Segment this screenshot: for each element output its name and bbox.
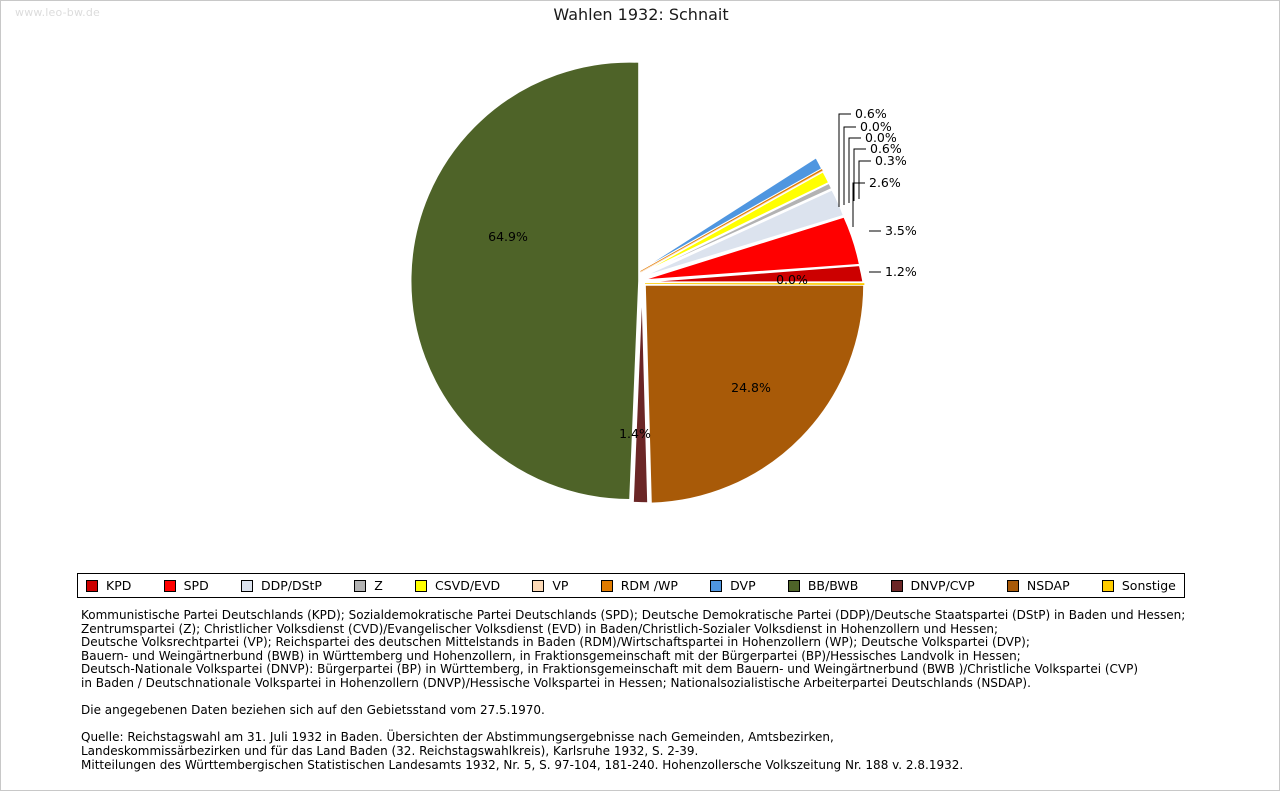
legend-swatch-csvd-evd <box>415 579 427 592</box>
footnote-line: Deutsch-Nationale Volkspartei (DNVP): Bü… <box>81 662 1139 677</box>
legend-label-sonstige: Sonstige <box>1121 578 1176 593</box>
slice-label-sonstige: 0.0% <box>776 272 808 287</box>
legend-item-vp[interactable]: VP <box>532 578 568 593</box>
callout-label-dvp: 0.6% <box>855 106 887 121</box>
page-title: Wahlen 1932: Schnait <box>553 5 729 24</box>
legend-label-spd: SPD <box>183 578 209 593</box>
chart-legend: KPD SPD DDP/DStP Z CSVD/EVD VP RDM /WP <box>77 573 1185 598</box>
callout-label-vp: 0.0% <box>865 130 897 145</box>
pie-slice-nsdap[interactable] <box>644 284 865 505</box>
legend-swatch-ddp-dstp <box>240 579 253 592</box>
callout-label-ddp-dstp: 2.6% <box>869 175 901 190</box>
slice-label-dnvp-cvp: 1.4% <box>619 426 651 441</box>
legend-label-csvd-evd: CSVD/EVD <box>435 578 501 593</box>
footnote-line: in Baden / Deutschnationale Volkspartei … <box>81 675 1031 690</box>
legend-label-kpd: KPD <box>106 578 132 593</box>
footnote-line: Bauern- und Weingärtnerbund (BWB) in Wür… <box>81 648 1021 663</box>
legend-label-nsdap: NSDAP <box>1026 578 1070 593</box>
pie-slice-dvp[interactable] <box>639 157 823 271</box>
legend-label-z: Z <box>374 578 383 593</box>
footnote-line: Kommunistische Partei Deutschlands (KPD)… <box>81 608 1186 622</box>
legend-item-sonstige[interactable]: Sonstige <box>1101 578 1176 593</box>
callout-label-csvd-evd: 0.6% <box>870 141 902 156</box>
callout-line-csvd-evd <box>853 148 866 201</box>
legend-item-z[interactable]: Z <box>354 578 383 593</box>
footnotes: Kommunistische Partei Deutschlands (KPD)… <box>81 608 1241 772</box>
legend-swatch-z <box>354 579 367 592</box>
legend-item-nsdap[interactable]: NSDAP <box>1006 578 1070 593</box>
legend-swatch-spd <box>163 579 176 592</box>
legend-label-rdm-wp: RDM /WP <box>620 578 678 593</box>
pie-slice-dnvp-cvp[interactable] <box>632 283 649 504</box>
footnote-source: Quelle: Reichstagswahl am 31. Juli 1932 … <box>81 731 1241 772</box>
callout-label-rdm-wp: 0.0% <box>860 119 892 134</box>
legend-item-kpd[interactable]: KPD <box>86 578 131 593</box>
slice-label-nsdap: 24.8% <box>731 380 771 395</box>
pie-chart-svg: 64.9% 24.8% 1.4% 0.0% 0.6% 0.0% 0.0% 0.6… <box>409 61 917 505</box>
legend-swatch-kpd <box>86 579 98 592</box>
legend-swatch-bb-bwb <box>787 579 800 592</box>
callout-line-dvp <box>838 113 851 207</box>
pie-slice-vp[interactable] <box>640 169 823 273</box>
pie-slice-ddp-dstp[interactable] <box>641 189 845 278</box>
legend-label-vp: VP <box>552 578 569 593</box>
pie-slice-kpd[interactable] <box>643 264 864 283</box>
legend-swatch-vp <box>532 579 545 592</box>
callout-line-z <box>858 160 871 199</box>
legend-item-spd[interactable]: SPD <box>163 578 209 593</box>
pie-slice-rdm-wp[interactable] <box>640 168 823 272</box>
footnote-parties: Kommunistische Partei Deutschlands (KPD)… <box>81 608 1241 691</box>
footnote-spacer <box>81 691 1241 705</box>
legend-item-dvp[interactable]: DVP <box>710 578 756 593</box>
footnote-line: Die angegebenen Daten beziehen sich auf … <box>81 703 545 718</box>
footnote-line: Landeskommissärbezirken und für das Land… <box>81 743 699 758</box>
legend-swatch-dvp <box>710 579 723 592</box>
footnote-territory: Die angegebenen Daten beziehen sich auf … <box>81 704 1241 718</box>
site-watermark: www.leo-bw.de <box>15 6 101 19</box>
pie-slice-spd[interactable] <box>642 216 861 281</box>
legend-item-bb-bwb[interactable]: BB/BWB <box>787 578 859 593</box>
legend-label-dvp: DVP <box>730 578 756 593</box>
callout-line-rdm-wp <box>843 126 856 205</box>
slice-label-bb-bwb: 64.9% <box>488 229 528 244</box>
callout-label-spd: 3.5% <box>885 223 917 238</box>
legend-item-csvd-evd[interactable]: CSVD/EVD <box>415 578 500 593</box>
legend-label-bb-bwb: BB/BWB <box>807 578 859 593</box>
footnote-line: Quelle: Reichstagswahl am 31. Juli 1932 … <box>81 730 834 745</box>
legend-item-dnvp-cvp[interactable]: DNVP/CVP <box>890 578 975 593</box>
footnote-line: Mitteilungen des Württembergischen Stati… <box>81 757 964 772</box>
pie-slice-z[interactable] <box>641 182 833 276</box>
legend-label-ddp-dstp: DDP/DStP <box>260 578 322 593</box>
legend-swatch-sonstige <box>1101 579 1114 592</box>
callout-label-kpd: 1.2% <box>885 264 917 279</box>
pie-slice-csvd-evd[interactable] <box>640 171 830 274</box>
callout-line-vp <box>848 137 861 203</box>
legend-item-rdm-wp[interactable]: RDM /WP <box>600 578 678 593</box>
callout-label-z: 0.3% <box>875 153 907 168</box>
footnote-line: Zentrumspartei (Z); Christlicher Volksdi… <box>81 621 999 636</box>
legend-swatch-nsdap <box>1006 579 1019 592</box>
footnote-line: Deutsche Volksrechtpartei (VP); Reichspa… <box>81 635 1030 650</box>
legend-swatch-rdm-wp <box>600 579 613 592</box>
callout-line-ddp-dstp <box>852 182 865 227</box>
pie-chart-plot: 64.9% 24.8% 1.4% 0.0% 0.6% 0.0% 0.0% 0.6… <box>1 37 1280 557</box>
legend-label-dnvp-cvp: DNVP/CVP <box>910 578 975 593</box>
legend-item-ddp-dstp[interactable]: DDP/DStP <box>240 578 322 593</box>
legend-swatch-dnvp-cvp <box>890 579 903 592</box>
pie-slice-sonstige[interactable] <box>644 283 865 285</box>
pie-slice-bb-bwb[interactable] <box>409 61 640 501</box>
